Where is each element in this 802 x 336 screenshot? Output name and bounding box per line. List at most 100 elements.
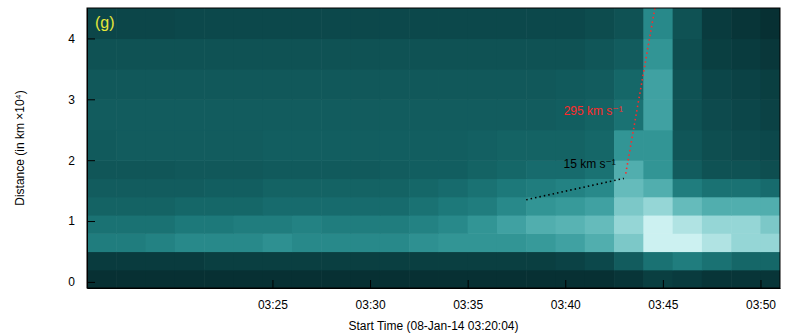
heatmap-cell [409, 69, 439, 100]
x-tick: 03:50 [746, 280, 776, 312]
heatmap-cell [116, 38, 146, 69]
heatmap-cell [175, 130, 205, 161]
heatmap-cell [468, 197, 498, 216]
heatmap-cell [673, 38, 703, 69]
heatmap-cell [116, 233, 146, 252]
heatmap-cell [233, 215, 263, 234]
heatmap-cell [380, 251, 410, 270]
heatmap-cell [292, 178, 322, 197]
x-tick-mark [760, 280, 761, 288]
heatmap-cell [204, 69, 234, 100]
heatmap-cell [116, 178, 146, 197]
heatmap-cell [233, 130, 263, 161]
heatmap-cell [526, 178, 556, 197]
x-tick-mark [272, 280, 273, 288]
heatmap-cell [146, 8, 176, 39]
x-tick-mark [565, 280, 566, 288]
heatmap-cell [526, 215, 556, 234]
heatmap-cell [87, 8, 117, 39]
heatmap-cell [233, 8, 263, 39]
heatmap-cell [673, 215, 703, 234]
heatmap-cell [643, 233, 673, 252]
heatmap-cell [438, 270, 468, 288]
heatmap-cell [292, 38, 322, 69]
heatmap-cell [175, 215, 205, 234]
heatmap-cell [468, 251, 498, 270]
heatmap-cell [585, 233, 615, 252]
heatmap-cell [351, 178, 381, 197]
heatmap-cell [321, 233, 351, 252]
heatmap-cell [204, 178, 234, 197]
y-tick: 2 [68, 154, 95, 168]
heatmap-cell [321, 270, 351, 288]
heatmap-cell [380, 99, 410, 130]
heatmap-cell [497, 8, 527, 39]
y-axis-line [87, 9, 88, 289]
heatmap-cell [673, 233, 703, 252]
heatmap-cell [175, 69, 205, 100]
heatmap-cell [643, 251, 673, 270]
y-tick-label: 2 [68, 154, 75, 168]
heatmap-cell [351, 251, 381, 270]
x-tick: 03:30 [356, 280, 386, 312]
annotation-label: 295 km s⁻¹ [564, 104, 623, 118]
heatmap-cell [526, 270, 556, 288]
heatmap-cell [585, 270, 615, 288]
heatmap-cell [702, 251, 732, 270]
heatmap-cell [146, 197, 176, 216]
heatmap-cell [351, 38, 381, 69]
heatmap-cell [731, 160, 761, 179]
heatmap-cell [87, 99, 117, 130]
heatmap-cell [351, 69, 381, 100]
heatmap-cell [175, 99, 205, 130]
heatmap-cell [731, 270, 761, 288]
heatmap-cell [438, 197, 468, 216]
heatmap-cell [643, 8, 673, 39]
heatmap-cell [614, 130, 644, 161]
heatmap-cell [614, 8, 644, 39]
heatmap-cell [321, 69, 351, 100]
heatmap-cell [731, 215, 761, 234]
heatmap-cell [438, 38, 468, 69]
heatmap-cell [175, 233, 205, 252]
heatmap-cell [380, 38, 410, 69]
heatmap-cell [380, 178, 410, 197]
heatmap-cell [556, 8, 586, 39]
heatmap-cell [263, 38, 293, 69]
heatmap-cell [702, 8, 732, 39]
heatmap-cell [438, 130, 468, 161]
heatmap-cell [87, 178, 117, 197]
heatmap-cell [702, 160, 732, 179]
y-tick-mark [87, 221, 95, 222]
heatmap-cell [673, 130, 703, 161]
heatmap-cell [438, 233, 468, 252]
heatmap-cell [643, 215, 673, 234]
heatmap-cell [380, 160, 410, 179]
heatmap-cell [263, 130, 293, 161]
heatmap-cell [292, 233, 322, 252]
heatmap-cell [380, 270, 410, 288]
y-tick-label: 0 [68, 275, 75, 289]
heatmap-cell [146, 233, 176, 252]
y-axis-title: Distance (in km ×10⁴) [13, 90, 27, 206]
y-tick-mark [87, 38, 95, 39]
x-tick: 03:40 [551, 280, 581, 312]
heatmap-cell [468, 270, 498, 288]
heatmap-cell [321, 160, 351, 179]
heatmap-cell [116, 270, 146, 288]
heatmap-cell [321, 178, 351, 197]
heatmap-cell [204, 197, 234, 216]
heatmap-cell [292, 130, 322, 161]
heatmap-cell [116, 215, 146, 234]
heatmap-cell [497, 130, 527, 161]
y-tick-mark [87, 160, 95, 161]
heatmap-cell [409, 130, 439, 161]
heatmap-cell [497, 99, 527, 130]
annotation-line [626, 8, 657, 174]
heatmap-cell [468, 178, 498, 197]
heatmap-cell [760, 178, 780, 197]
heatmap-cell [643, 178, 673, 197]
heatmap-cell [321, 99, 351, 130]
heatmap-cell [351, 130, 381, 161]
heatmap-cell [380, 130, 410, 161]
